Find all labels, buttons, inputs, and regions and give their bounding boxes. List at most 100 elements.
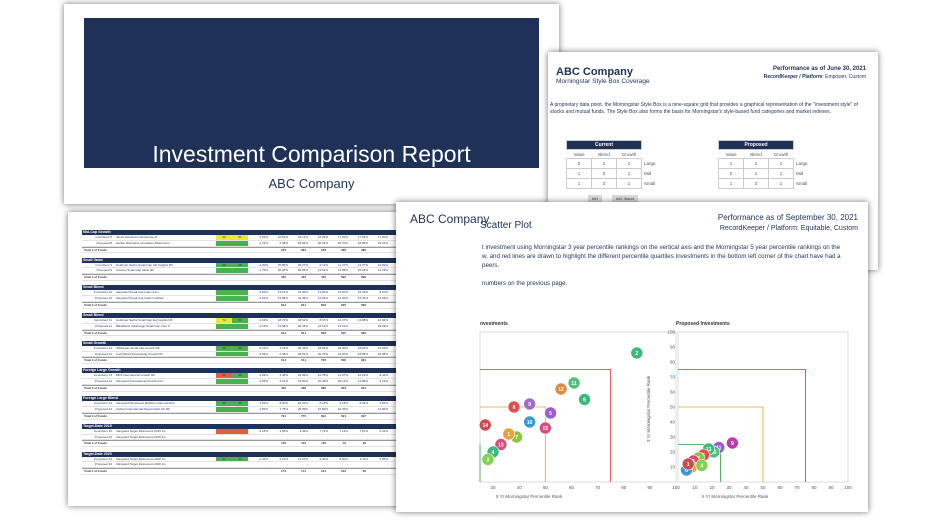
table-cell: 14.90%	[377, 406, 388, 411]
table-cell: 10.96%	[377, 318, 388, 323]
total-cell: 522	[280, 247, 286, 252]
table-cell: -1.79%	[258, 268, 268, 273]
y-tick-label: 30	[670, 435, 676, 440]
table-row: Proposed 10 Vanguard Small Cap Index Inst…	[82, 296, 482, 302]
row-label: Incumbent 12	[93, 345, 112, 350]
total-row: Total # of Funds 644 641 603 525 360	[82, 301, 482, 309]
table-cell: 12.16%	[317, 323, 328, 328]
table-cell: -	[387, 434, 388, 439]
table-cell: 8.67%	[379, 290, 388, 295]
rank-3yr	[216, 296, 232, 301]
table-cell: 7.13%	[339, 428, 348, 433]
right-chart-title: Proposed Investments	[676, 321, 730, 327]
point-marker	[544, 406, 557, 420]
proposed-box-cell: 1	[768, 158, 794, 169]
table-cell: -2.61%	[258, 296, 268, 301]
row-label: Incumbent 14	[93, 401, 112, 406]
point-label: 13	[706, 447, 712, 453]
table-cell: 13.98%	[277, 296, 288, 301]
point-marker	[523, 397, 536, 411]
table-cell: -5.72%	[258, 345, 268, 350]
scatter-point: 8	[507, 400, 521, 414]
current-box-col-0: Value	[573, 151, 585, 157]
table-cell: 17.54%	[357, 235, 368, 239]
point-label: 10	[711, 450, 717, 456]
scatter-point: 4	[695, 459, 709, 472]
cover-page: Investment Comparison Report ABC Company	[64, 4, 559, 204]
left-chart-title: nvestments	[480, 321, 508, 327]
x-tick-label: 100	[844, 485, 852, 490]
total-cell: 791	[280, 413, 286, 418]
fund-name: Harbor Disruptive Innovation Retirement	[116, 240, 170, 245]
total-cell: 48	[362, 441, 366, 446]
x-tick-label: 30	[726, 485, 732, 490]
proposed-box-cell: 1	[743, 168, 769, 179]
section-header: Small Blend	[82, 285, 482, 291]
section-header: Target-Date 2020	[82, 451, 482, 457]
total-cell: 525	[340, 330, 346, 335]
scatter-point: 6	[578, 393, 591, 406]
total-cell: 116	[301, 441, 306, 446]
table-cell: 11.97%	[338, 373, 348, 378]
current-box-cell: 1	[566, 178, 592, 189]
rank-5yr	[232, 323, 248, 329]
table-cell: 18.60%	[357, 345, 368, 350]
table-cell: 14.61%	[337, 323, 348, 328]
point-label: 4	[492, 450, 495, 456]
x-tick-label: 50	[543, 485, 549, 490]
rank-3yr	[216, 268, 232, 274]
total-cell: 116	[281, 441, 286, 446]
table-cell: 2.37%	[279, 379, 288, 384]
total-cell: 641	[300, 302, 306, 307]
table-cell: 10.21%	[357, 373, 368, 378]
table-cell: 11.90%	[318, 290, 328, 295]
fund-section: Small Blend Incumbent 10 Vanguard Small Ca…	[82, 285, 482, 309]
y-tick-label: 50	[670, 405, 676, 410]
table-cell: 12.53%	[377, 296, 388, 301]
section-header: Mid-Cap Growth	[82, 230, 482, 235]
y-tick-label: 70	[670, 375, 676, 380]
proposed-box-row-0: Large	[796, 161, 808, 166]
table-cell: 10.82%	[317, 406, 328, 411]
fund-name: Vanguard Target Retirement 2015 Inv	[116, 434, 166, 439]
table-cell: 20.30%	[337, 345, 348, 350]
table-cell: 10.35%	[337, 406, 348, 411]
rank-5yr	[232, 290, 248, 296]
rank-5yr	[232, 435, 248, 440]
rank-3yr	[216, 290, 232, 296]
rank-5yr	[232, 240, 248, 246]
report-title: Investment Comparison Report	[152, 141, 471, 167]
rank-5yr	[232, 462, 248, 467]
fund-name: JPMorgan Small Cap Growth R6	[116, 345, 160, 350]
scatter-plot-page: ABC Company Scatter Plot Performance as …	[396, 202, 868, 512]
total-cell: 66	[362, 469, 366, 474]
section-header: Target-Date 2015	[82, 423, 482, 429]
section-header: Small Value	[82, 257, 482, 263]
table-cell: 13.89%	[337, 268, 348, 273]
table-cell: 7.75%	[279, 406, 288, 411]
scatter-point: 12	[554, 382, 568, 396]
x-tick-label: 40	[517, 485, 523, 490]
proposed-box-header: Proposed	[718, 140, 794, 150]
fund-name: Invesco Small Cap Value R6	[116, 268, 154, 273]
proposed-box-row-1: Mid	[796, 171, 804, 176]
point-label: 3	[486, 457, 489, 463]
table-cell: 12.92%	[317, 296, 328, 301]
total-row: Total # of Funds 522 384 648 466 386	[82, 246, 482, 254]
total-cell: 691	[320, 413, 326, 418]
total-cell: 360	[360, 302, 366, 307]
fund-section: Small Blend Incumbent 11 Goldman Sachs Sma…	[82, 313, 482, 337]
y-tick-label: 90	[670, 345, 676, 350]
table-cell: 33.14%	[297, 235, 308, 239]
point-label: 13	[498, 442, 504, 448]
fund-name: BlackRock Advantage Small Cap Core K	[116, 323, 171, 328]
current-box-col-1: Blend	[598, 151, 610, 157]
table-cell: 28.81%	[297, 351, 308, 356]
table-cell: 9.49%	[299, 428, 308, 433]
section-header: Small Blend	[82, 313, 482, 319]
stylebox-footer-intl-bond: Int'l. Bond	[612, 195, 638, 202]
total-cell: 174	[280, 469, 286, 474]
x-tick-label: 30	[491, 485, 497, 490]
table-cell: 20.14%	[337, 379, 348, 384]
